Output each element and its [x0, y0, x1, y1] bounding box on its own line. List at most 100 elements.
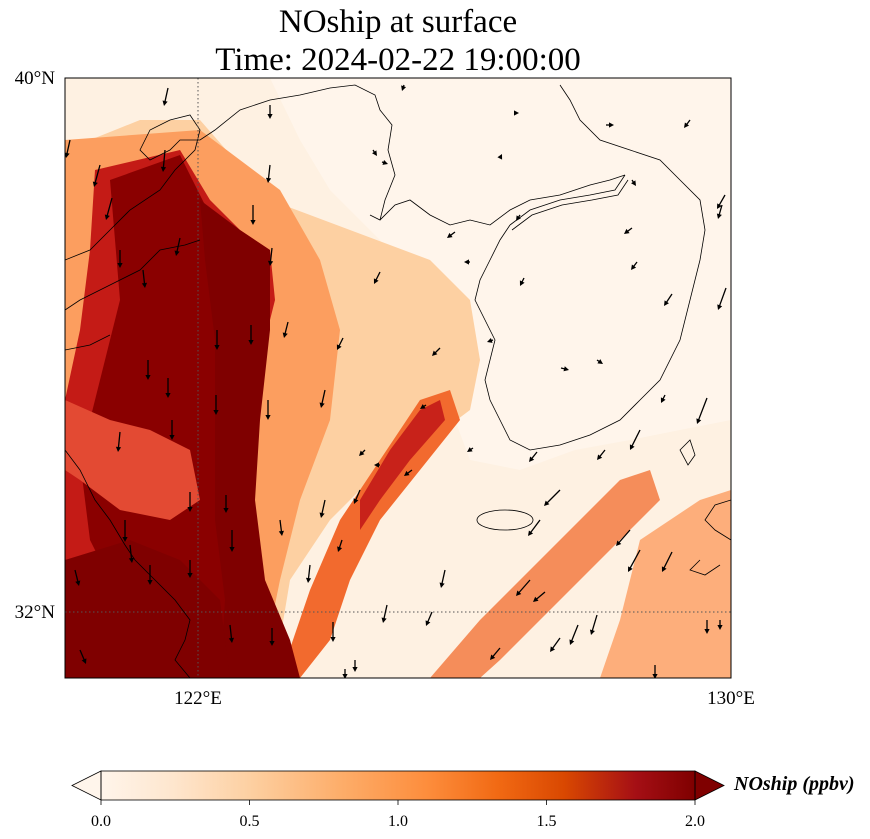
wind-arrow [696, 397, 708, 424]
y-tick-32: 32°N [15, 602, 56, 623]
wind-arrow [628, 549, 641, 572]
wind-arrow [278, 519, 284, 536]
coast-goto [689, 559, 721, 576]
map-title-line1: NOship at surface [278, 4, 518, 40]
wind-arrow [381, 604, 388, 623]
wind-arrow [359, 449, 366, 456]
wind-arrow [631, 261, 638, 270]
wind-arrow [514, 110, 519, 116]
wind-arrow [141, 269, 148, 288]
wind-arrow [487, 337, 494, 343]
wind-arrow [162, 87, 169, 106]
wind-arrow [79, 649, 87, 664]
wind-arrow [353, 489, 361, 504]
wind-arrow [550, 637, 561, 652]
colorbar: 0.0 0.5 1.0 1.5 2.0 NOship (ppbv) [71, 770, 855, 830]
wind-arrow [497, 154, 503, 160]
wind-arrow [187, 492, 193, 512]
wind-arrow [629, 429, 641, 450]
wind-arrow [529, 451, 538, 462]
wind-arrow [516, 214, 521, 221]
wind-arrow [596, 359, 603, 364]
wind-arrow [528, 519, 541, 536]
wind-arrow [447, 231, 456, 238]
wind-arrow [92, 164, 101, 187]
wind-arrow [432, 347, 441, 356]
wind-arrow [519, 277, 525, 286]
wind-arrow [616, 529, 631, 546]
wind-arrow [147, 565, 153, 585]
wind-arrow [213, 395, 219, 415]
wind-arrow [214, 330, 220, 350]
coast-dmz-upper [509, 174, 626, 226]
gridlines [65, 78, 731, 678]
wind-arrow [404, 469, 413, 476]
coast-dmz-lower [511, 179, 629, 231]
wind-arrow [533, 591, 546, 602]
wind-arrow [250, 205, 256, 225]
colorbar-tick-2: 1.0 [388, 813, 408, 830]
wind-arrow [248, 325, 254, 345]
wind-arrow [337, 539, 343, 552]
wind-arrow [319, 389, 326, 408]
wind-vectors [65, 84, 727, 678]
field-southeast-corner [600, 490, 731, 678]
wind-arrow [352, 660, 358, 672]
field-shipping-lane [200, 200, 300, 678]
coast-shandong-north [65, 239, 201, 311]
wind-arrow [664, 293, 673, 306]
wind-arrow [661, 551, 673, 572]
wind-arrow [160, 149, 167, 172]
wind-arrow [74, 569, 81, 586]
wind-arrow [128, 544, 135, 563]
wind-arrow [631, 179, 636, 186]
wind-arrow [122, 520, 128, 542]
coast-kyushu [704, 499, 731, 541]
colorbar-label: NOship (ppbv) [733, 773, 855, 795]
wind-arrow [228, 624, 235, 643]
wind-arrow [569, 624, 579, 645]
wind-arrow [174, 237, 181, 256]
wind-arrow [490, 647, 501, 660]
wind-arrow [267, 247, 274, 266]
coast-tsushima [679, 439, 696, 466]
wind-arrow [336, 337, 344, 350]
wind-arrow [704, 620, 710, 634]
wind-arrow [716, 204, 723, 219]
wind-arrow [305, 564, 312, 583]
wind-arrow [660, 394, 666, 403]
colorbar-tick-0: 0.0 [91, 813, 111, 830]
wind-arrow [401, 84, 407, 91]
colorbar-extend-max [694, 770, 725, 801]
field-low-region [270, 78, 731, 470]
wind-arrow [229, 530, 235, 552]
colorbar-tick-1: 0.5 [240, 813, 260, 830]
wind-arrow [544, 489, 561, 506]
field-plume-core [360, 400, 445, 530]
colorbar-extend-min [71, 770, 102, 801]
coastlines [65, 84, 731, 678]
wind-arrow [597, 449, 606, 460]
coast-korea [474, 84, 706, 451]
wind-arrow [319, 499, 326, 518]
wind-arrow [267, 105, 273, 119]
wind-arrow [342, 669, 348, 678]
wind-arrow [374, 462, 380, 468]
wind-arrow [265, 164, 272, 183]
field-plume-yellowsea [280, 390, 460, 678]
wind-arrow [381, 159, 388, 165]
wind-arrow [330, 622, 336, 642]
wind-arrow [104, 197, 113, 220]
wind-arrow [516, 579, 531, 596]
wind-arrow [464, 259, 470, 265]
wind-arrow [606, 122, 614, 128]
wind-arrow [269, 628, 275, 646]
wind-arrow [372, 149, 377, 156]
wind-arrow [684, 119, 691, 128]
x-tick-130: 130°E [707, 688, 755, 709]
coast-bohai-liaodong [65, 84, 396, 261]
wind-arrow [223, 495, 229, 513]
wind-arrow [624, 227, 633, 234]
wind-arrow [169, 420, 175, 440]
